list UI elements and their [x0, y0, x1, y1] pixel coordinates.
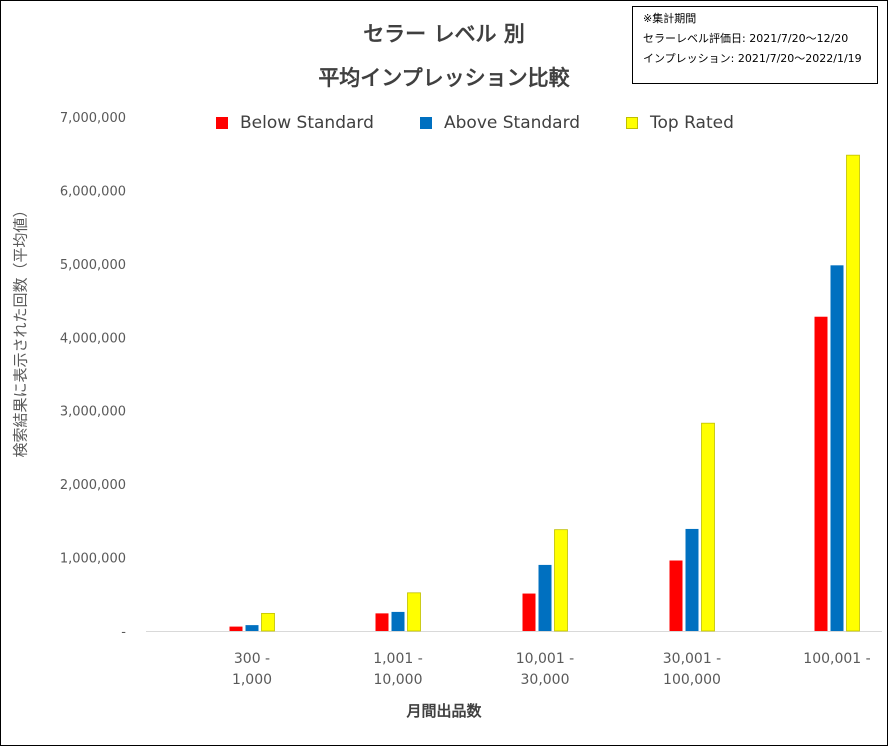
- x-axis-label: 月間出品数: [406, 702, 482, 720]
- bar-top-rated: [554, 529, 568, 632]
- bar-above-standard: [245, 625, 259, 631]
- y-tick-label: 6,000,000: [60, 184, 126, 199]
- x-tick-label: 10,000: [374, 672, 423, 688]
- legend-item-top-rated: Top Rated: [626, 113, 734, 133]
- legend-item-below-standard: Below Standard: [216, 113, 374, 133]
- x-tick-label: 30,000: [521, 672, 570, 688]
- legend-label: Top Rated: [650, 113, 734, 133]
- bar-top-rated: [701, 422, 715, 632]
- x-tick-label: 30,001 -: [663, 651, 722, 667]
- legend-label: Below Standard: [240, 113, 374, 133]
- bar-top-rated: [407, 592, 421, 632]
- bar-above-standard: [538, 564, 552, 631]
- chart-title-line1: セラー レベル 別: [363, 22, 525, 46]
- y-tick-label: 3,000,000: [60, 405, 126, 420]
- legend-swatch: [626, 117, 638, 129]
- legend-swatch: [420, 117, 432, 129]
- bar-above-standard: [685, 528, 699, 631]
- bar-below-standard: [669, 560, 683, 631]
- legend-label: Above Standard: [444, 113, 581, 133]
- bar-below-standard: [229, 626, 243, 631]
- x-tick-label: 1,000: [232, 672, 272, 688]
- bar-top-rated: [261, 612, 275, 632]
- x-tick-label: 100,000: [663, 672, 721, 688]
- bar-above-standard: [391, 611, 405, 631]
- bar-below-standard: [522, 593, 536, 631]
- x-tick-label: 300 -: [234, 651, 270, 667]
- chart-title-line2: 平均インプレッション比較: [318, 66, 570, 90]
- legend-swatch: [216, 117, 228, 129]
- bar-top-rated: [846, 154, 860, 632]
- y-tick-label: 5,000,000: [60, 258, 126, 273]
- y-tick-label: 2,000,000: [60, 478, 126, 493]
- period-note-line1: セラーレベル評価日: 2021/7/20～12/20: [643, 32, 849, 45]
- y-tick-label: 7,000,000: [60, 111, 126, 126]
- bar-below-standard: [814, 316, 828, 631]
- y-tick-label: -: [121, 625, 126, 640]
- y-tick-label: 4,000,000: [60, 331, 126, 346]
- x-tick-label: 10,001 -: [516, 651, 575, 667]
- x-tick-label: 100,001 -: [803, 651, 870, 667]
- period-note-heading: ※集計期間: [643, 12, 697, 25]
- bar-above-standard: [830, 265, 844, 631]
- bar-below-standard: [375, 613, 389, 631]
- legend-item-above-standard: Above Standard: [420, 113, 580, 133]
- period-note-line2: インプレッション: 2021/7/20～2022/1/19: [643, 52, 862, 65]
- chart-legend: Below Standard Above Standard Top Rated: [0, 113, 888, 135]
- period-note-box: ※集計期間 セラーレベル評価日: 2021/7/20～12/20 インプレッショ…: [632, 6, 878, 84]
- y-tick-label: 1,000,000: [60, 552, 126, 567]
- x-tick-label: 1,001 -: [373, 651, 423, 667]
